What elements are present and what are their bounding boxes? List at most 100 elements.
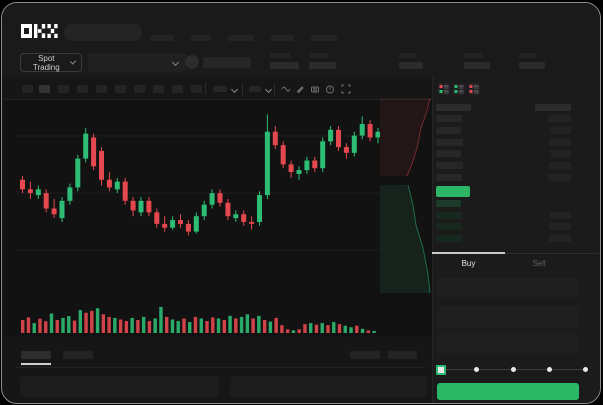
tab-sell-label: Sell — [532, 258, 546, 268]
tab-divider — [505, 253, 599, 254]
divider — [16, 367, 426, 368]
buy-submit-button[interactable] — [437, 383, 579, 400]
slider-stop[interactable] — [583, 367, 588, 372]
tab-sell[interactable]: Sell — [505, 257, 573, 269]
nav-item[interactable] — [228, 35, 254, 41]
tab-buy-label: Buy — [461, 258, 476, 268]
trading-mode-select[interactable]: Spot Trading — [20, 53, 82, 72]
chevron-down-icon — [264, 85, 273, 93]
timeframe-button[interactable] — [191, 85, 202, 93]
camera-icon[interactable] — [310, 84, 320, 94]
chart-background — [4, 100, 432, 336]
timer-icon[interactable] — [325, 84, 335, 94]
indicator-placeholder — [249, 86, 261, 92]
timeframe-button[interactable] — [134, 85, 145, 93]
ob-header-placeholder — [436, 104, 471, 111]
bid-row-amount[interactable] — [550, 211, 571, 219]
trading-mode-label: Spot Trading — [32, 53, 60, 72]
chevron-down-icon — [230, 85, 239, 93]
ask-row-amount[interactable] — [551, 150, 571, 158]
timeframe-button[interactable] — [39, 85, 50, 93]
bid-row-price[interactable] — [436, 223, 462, 231]
ask-row-price[interactable] — [436, 162, 463, 170]
candle-style-placeholder — [213, 86, 227, 92]
book-view-bids-icon[interactable] — [453, 83, 465, 95]
ticker-stats — [2, 3, 600, 77]
timeframe-button[interactable] — [22, 85, 33, 93]
book-view-asks-icon[interactable] — [468, 83, 480, 95]
active-tab-indicator — [432, 252, 505, 254]
timeframe-button[interactable] — [77, 85, 88, 93]
timeframe-button[interactable] — [58, 85, 69, 93]
ask-row-amount[interactable] — [550, 126, 571, 134]
nav-item[interactable] — [271, 35, 294, 41]
ask-row-price[interactable] — [436, 150, 461, 158]
stat-label-placeholder — [464, 53, 483, 58]
slider-stop[interactable] — [474, 367, 480, 372]
timeframe-button[interactable] — [153, 85, 164, 93]
stat-label-placeholder — [270, 53, 290, 58]
slider-handle[interactable] — [436, 365, 446, 375]
coin-icon — [185, 55, 199, 69]
stat-value-placeholder — [399, 62, 423, 69]
bottom-active-tab-indicator — [21, 363, 51, 365]
stat-label-placeholder — [519, 53, 537, 58]
depth-chart[interactable] — [380, 98, 432, 293]
ask-row-price[interactable] — [436, 138, 463, 146]
wave-icon[interactable] — [281, 84, 291, 94]
stat-value-placeholder — [519, 62, 545, 69]
fullscreen-icon[interactable] — [341, 84, 351, 94]
indicator-select[interactable] — [249, 85, 273, 93]
stat-value-placeholder — [464, 62, 490, 69]
price-field[interactable] — [437, 278, 579, 297]
divider — [4, 99, 432, 100]
stat-value-placeholder — [309, 62, 336, 69]
timeframe-button[interactable] — [96, 85, 107, 93]
pencil-icon[interactable] — [295, 84, 305, 94]
nav-item[interactable] — [311, 35, 337, 41]
okx-logo — [21, 24, 58, 38]
ask-row-amount[interactable] — [548, 174, 571, 181]
search-input[interactable] — [64, 24, 142, 41]
stat-label-placeholder — [399, 53, 416, 58]
slider-stop[interactable] — [546, 367, 552, 372]
bid-row-price[interactable] — [436, 200, 461, 207]
ask-row-amount[interactable] — [549, 138, 571, 146]
stat-value-placeholder — [270, 62, 299, 69]
bottom-tab[interactable] — [21, 351, 51, 359]
stat-label-placeholder — [309, 53, 329, 58]
candle-style-select[interactable] — [213, 85, 239, 93]
amount-field[interactable] — [437, 306, 579, 328]
tab-buy[interactable]: Buy — [432, 257, 505, 269]
top-nav — [150, 28, 354, 46]
candlestick-chart[interactable] — [16, 101, 380, 293]
timeframe-button[interactable] — [115, 85, 126, 93]
bottom-panel-placeholder — [20, 376, 219, 397]
bottom-tab[interactable] — [63, 351, 93, 359]
divider — [205, 83, 206, 95]
timeframe-button[interactable] — [172, 85, 183, 93]
slider-stop[interactable] — [510, 367, 516, 372]
pair-name-placeholder — [203, 57, 251, 68]
ask-row-price[interactable] — [436, 174, 462, 181]
ask-row-price[interactable] — [436, 126, 461, 134]
total-field[interactable] — [437, 333, 579, 353]
bottom-tab[interactable] — [350, 351, 380, 359]
last-price-row[interactable] — [436, 186, 470, 197]
bid-row-amount[interactable] — [549, 235, 571, 243]
nav-item[interactable] — [191, 35, 211, 41]
bid-row-amount[interactable] — [549, 223, 571, 231]
nav-item[interactable] — [150, 35, 174, 41]
volume-chart — [21, 307, 376, 333]
bottom-tab[interactable] — [388, 351, 417, 359]
ask-row-price[interactable] — [436, 115, 462, 122]
ob-header-placeholder — [535, 104, 571, 111]
bid-row-price[interactable] — [436, 211, 462, 219]
pair-select[interactable] — [88, 53, 186, 72]
book-view-all-icon[interactable] — [438, 83, 450, 95]
ask-row-amount[interactable] — [549, 162, 571, 170]
bid-row-price[interactable] — [436, 235, 462, 243]
ask-row-amount[interactable] — [548, 115, 571, 122]
